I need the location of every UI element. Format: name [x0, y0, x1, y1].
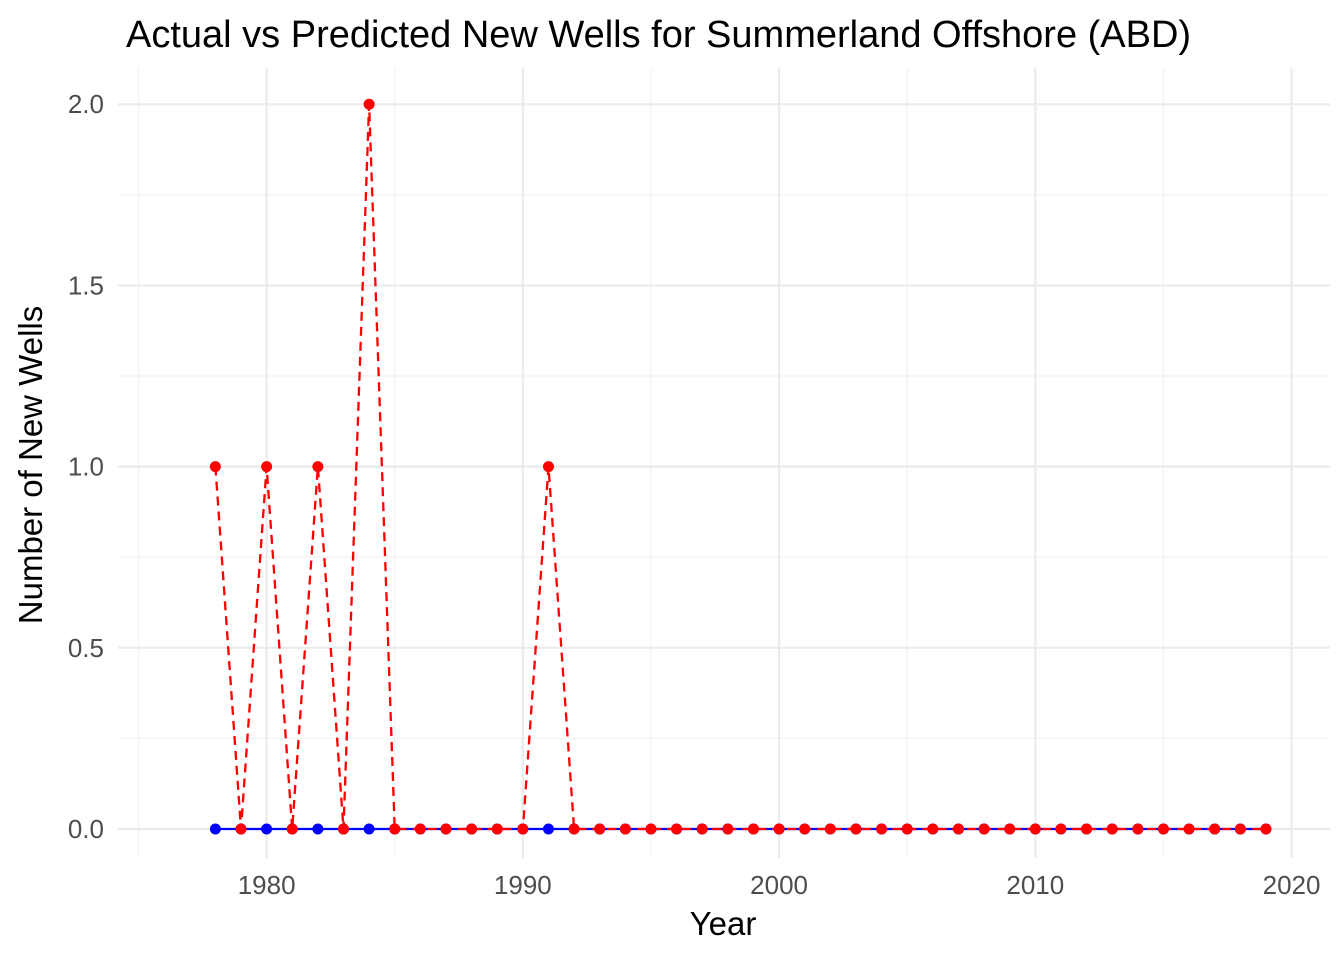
data-point-series-1	[952, 823, 964, 835]
tick-labels: 0.0 0.5 1.0 1.5 2.0 1980 1990 2000 2010 2020	[68, 89, 1321, 900]
chart-title: Actual vs Predicted New Wells for Summer…	[126, 14, 1191, 56]
data-point-series-1	[927, 823, 939, 835]
data-point-series-1	[799, 823, 811, 835]
y-tick-label: 2.0	[68, 89, 104, 119]
x-tick-label: 1990	[494, 870, 552, 900]
data-point-series-1	[337, 823, 349, 835]
series-layer	[209, 98, 1272, 835]
y-tick-label: 0.0	[68, 814, 104, 844]
data-point-series-1	[1183, 823, 1195, 835]
data-point-series-1	[1209, 823, 1221, 835]
data-point-series-1	[773, 823, 785, 835]
data-point-series-1	[1234, 823, 1246, 835]
y-tick-label: 1.5	[68, 270, 104, 300]
data-point-series-1	[312, 461, 324, 473]
data-point-series-1	[1055, 823, 1067, 835]
data-point-series-0	[363, 823, 375, 835]
data-point-series-0	[209, 823, 221, 835]
x-axis-title: Year	[690, 905, 757, 942]
data-point-series-1	[747, 823, 759, 835]
y-tick-label: 1.0	[68, 452, 104, 482]
data-point-series-1	[850, 823, 862, 835]
data-point-series-1	[594, 823, 606, 835]
data-point-series-1	[1081, 823, 1093, 835]
x-tick-label: 2020	[1263, 870, 1321, 900]
data-point-series-1	[978, 823, 990, 835]
data-point-series-1	[901, 823, 913, 835]
data-point-series-1	[286, 823, 298, 835]
data-point-series-1	[1132, 823, 1144, 835]
data-point-series-1	[261, 461, 273, 473]
data-point-series-1	[209, 461, 221, 473]
y-axis-title: Number of New Wells	[12, 306, 49, 624]
data-point-series-1	[1029, 823, 1041, 835]
x-tick-label: 2010	[1006, 870, 1064, 900]
data-point-series-1	[876, 823, 888, 835]
x-tick-label: 1980	[238, 870, 296, 900]
data-point-series-1	[568, 823, 580, 835]
data-point-series-1	[517, 823, 529, 835]
y-tick-label: 0.5	[68, 633, 104, 663]
data-point-series-1	[414, 823, 426, 835]
data-point-series-1	[645, 823, 657, 835]
data-point-series-1	[619, 823, 631, 835]
data-point-series-1	[1106, 823, 1118, 835]
data-point-series-0	[542, 823, 554, 835]
data-point-series-1	[722, 823, 734, 835]
data-point-series-1	[466, 823, 478, 835]
data-point-series-1	[1004, 823, 1016, 835]
data-point-series-1	[491, 823, 503, 835]
grid	[118, 68, 1330, 858]
data-point-series-1	[1157, 823, 1169, 835]
data-point-series-1	[235, 823, 247, 835]
data-point-series-1	[389, 823, 401, 835]
data-point-series-1	[671, 823, 683, 835]
data-point-series-0	[261, 823, 273, 835]
data-point-series-1	[696, 823, 708, 835]
data-point-series-1	[542, 461, 554, 473]
data-point-series-1	[363, 98, 375, 110]
data-point-series-1	[1260, 823, 1272, 835]
x-tick-label: 2000	[750, 870, 808, 900]
data-point-series-0	[312, 823, 324, 835]
data-point-series-1	[824, 823, 836, 835]
data-point-series-1	[440, 823, 452, 835]
